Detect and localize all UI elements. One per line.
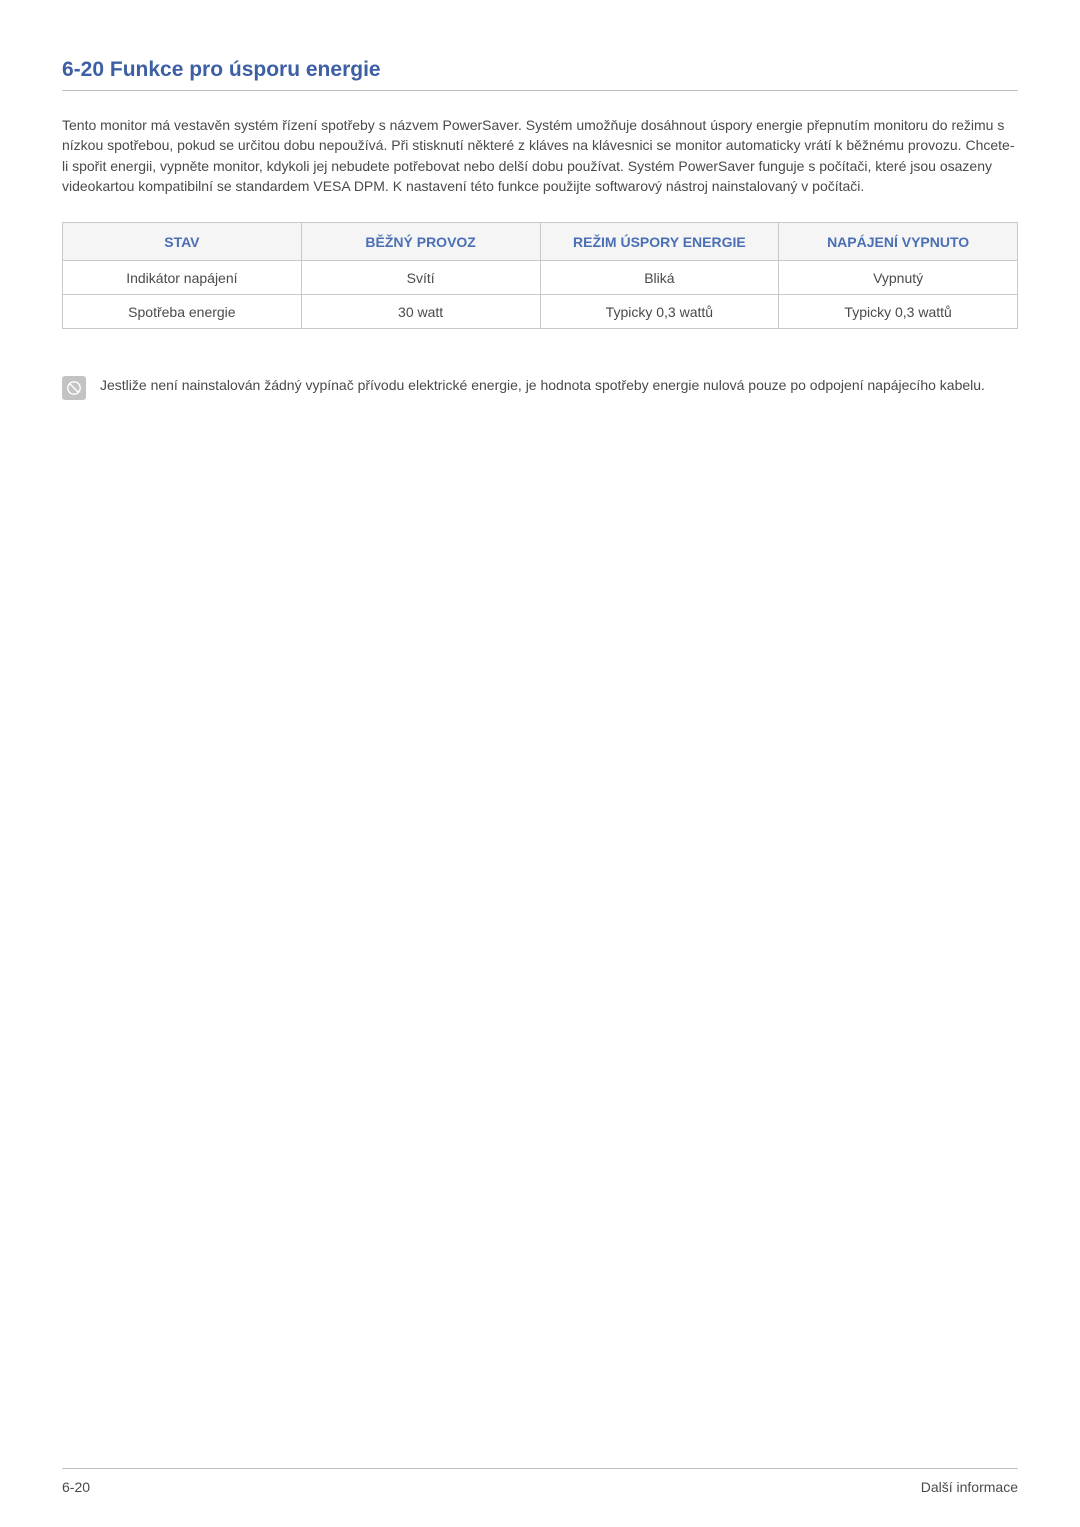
section-heading: 6-20 Funkce pro úsporu energie: [62, 58, 1018, 91]
table-header-cell: NAPÁJENÍ VYPNUTO: [779, 223, 1018, 261]
note-block: Jestliže není nainstalován žádný vypínač…: [62, 375, 1018, 400]
table-cell: 30 watt: [301, 295, 540, 329]
table-header-cell: BĚŽNÝ PROVOZ: [301, 223, 540, 261]
table-header-cell: REŽIM ÚSPORY ENERGIE: [540, 223, 779, 261]
table-row: Indikátor napájení Svítí Bliká Vypnutý: [63, 261, 1018, 295]
note-icon: [62, 376, 86, 400]
table-cell: Spotřeba energie: [63, 295, 302, 329]
table-cell: Svítí: [301, 261, 540, 295]
table-cell: Bliká: [540, 261, 779, 295]
table-row: Spotřeba energie 30 watt Typicky 0,3 wat…: [63, 295, 1018, 329]
table-header-cell: STAV: [63, 223, 302, 261]
table-cell: Indikátor napájení: [63, 261, 302, 295]
power-saving-table: STAV BĚŽNÝ PROVOZ REŽIM ÚSPORY ENERGIE N…: [62, 222, 1018, 329]
table-cell: Typicky 0,3 wattů: [779, 295, 1018, 329]
footer-page-number: 6-20: [62, 1479, 90, 1495]
table-cell: Typicky 0,3 wattů: [540, 295, 779, 329]
page-footer: 6-20 Další informace: [62, 1468, 1018, 1495]
table-cell: Vypnutý: [779, 261, 1018, 295]
note-text: Jestliže není nainstalován žádný vypínač…: [100, 375, 985, 395]
footer-section-label: Další informace: [921, 1479, 1018, 1495]
table-header-row: STAV BĚŽNÝ PROVOZ REŽIM ÚSPORY ENERGIE N…: [63, 223, 1018, 261]
intro-paragraph: Tento monitor má vestavěn systém řízení …: [62, 115, 1018, 196]
